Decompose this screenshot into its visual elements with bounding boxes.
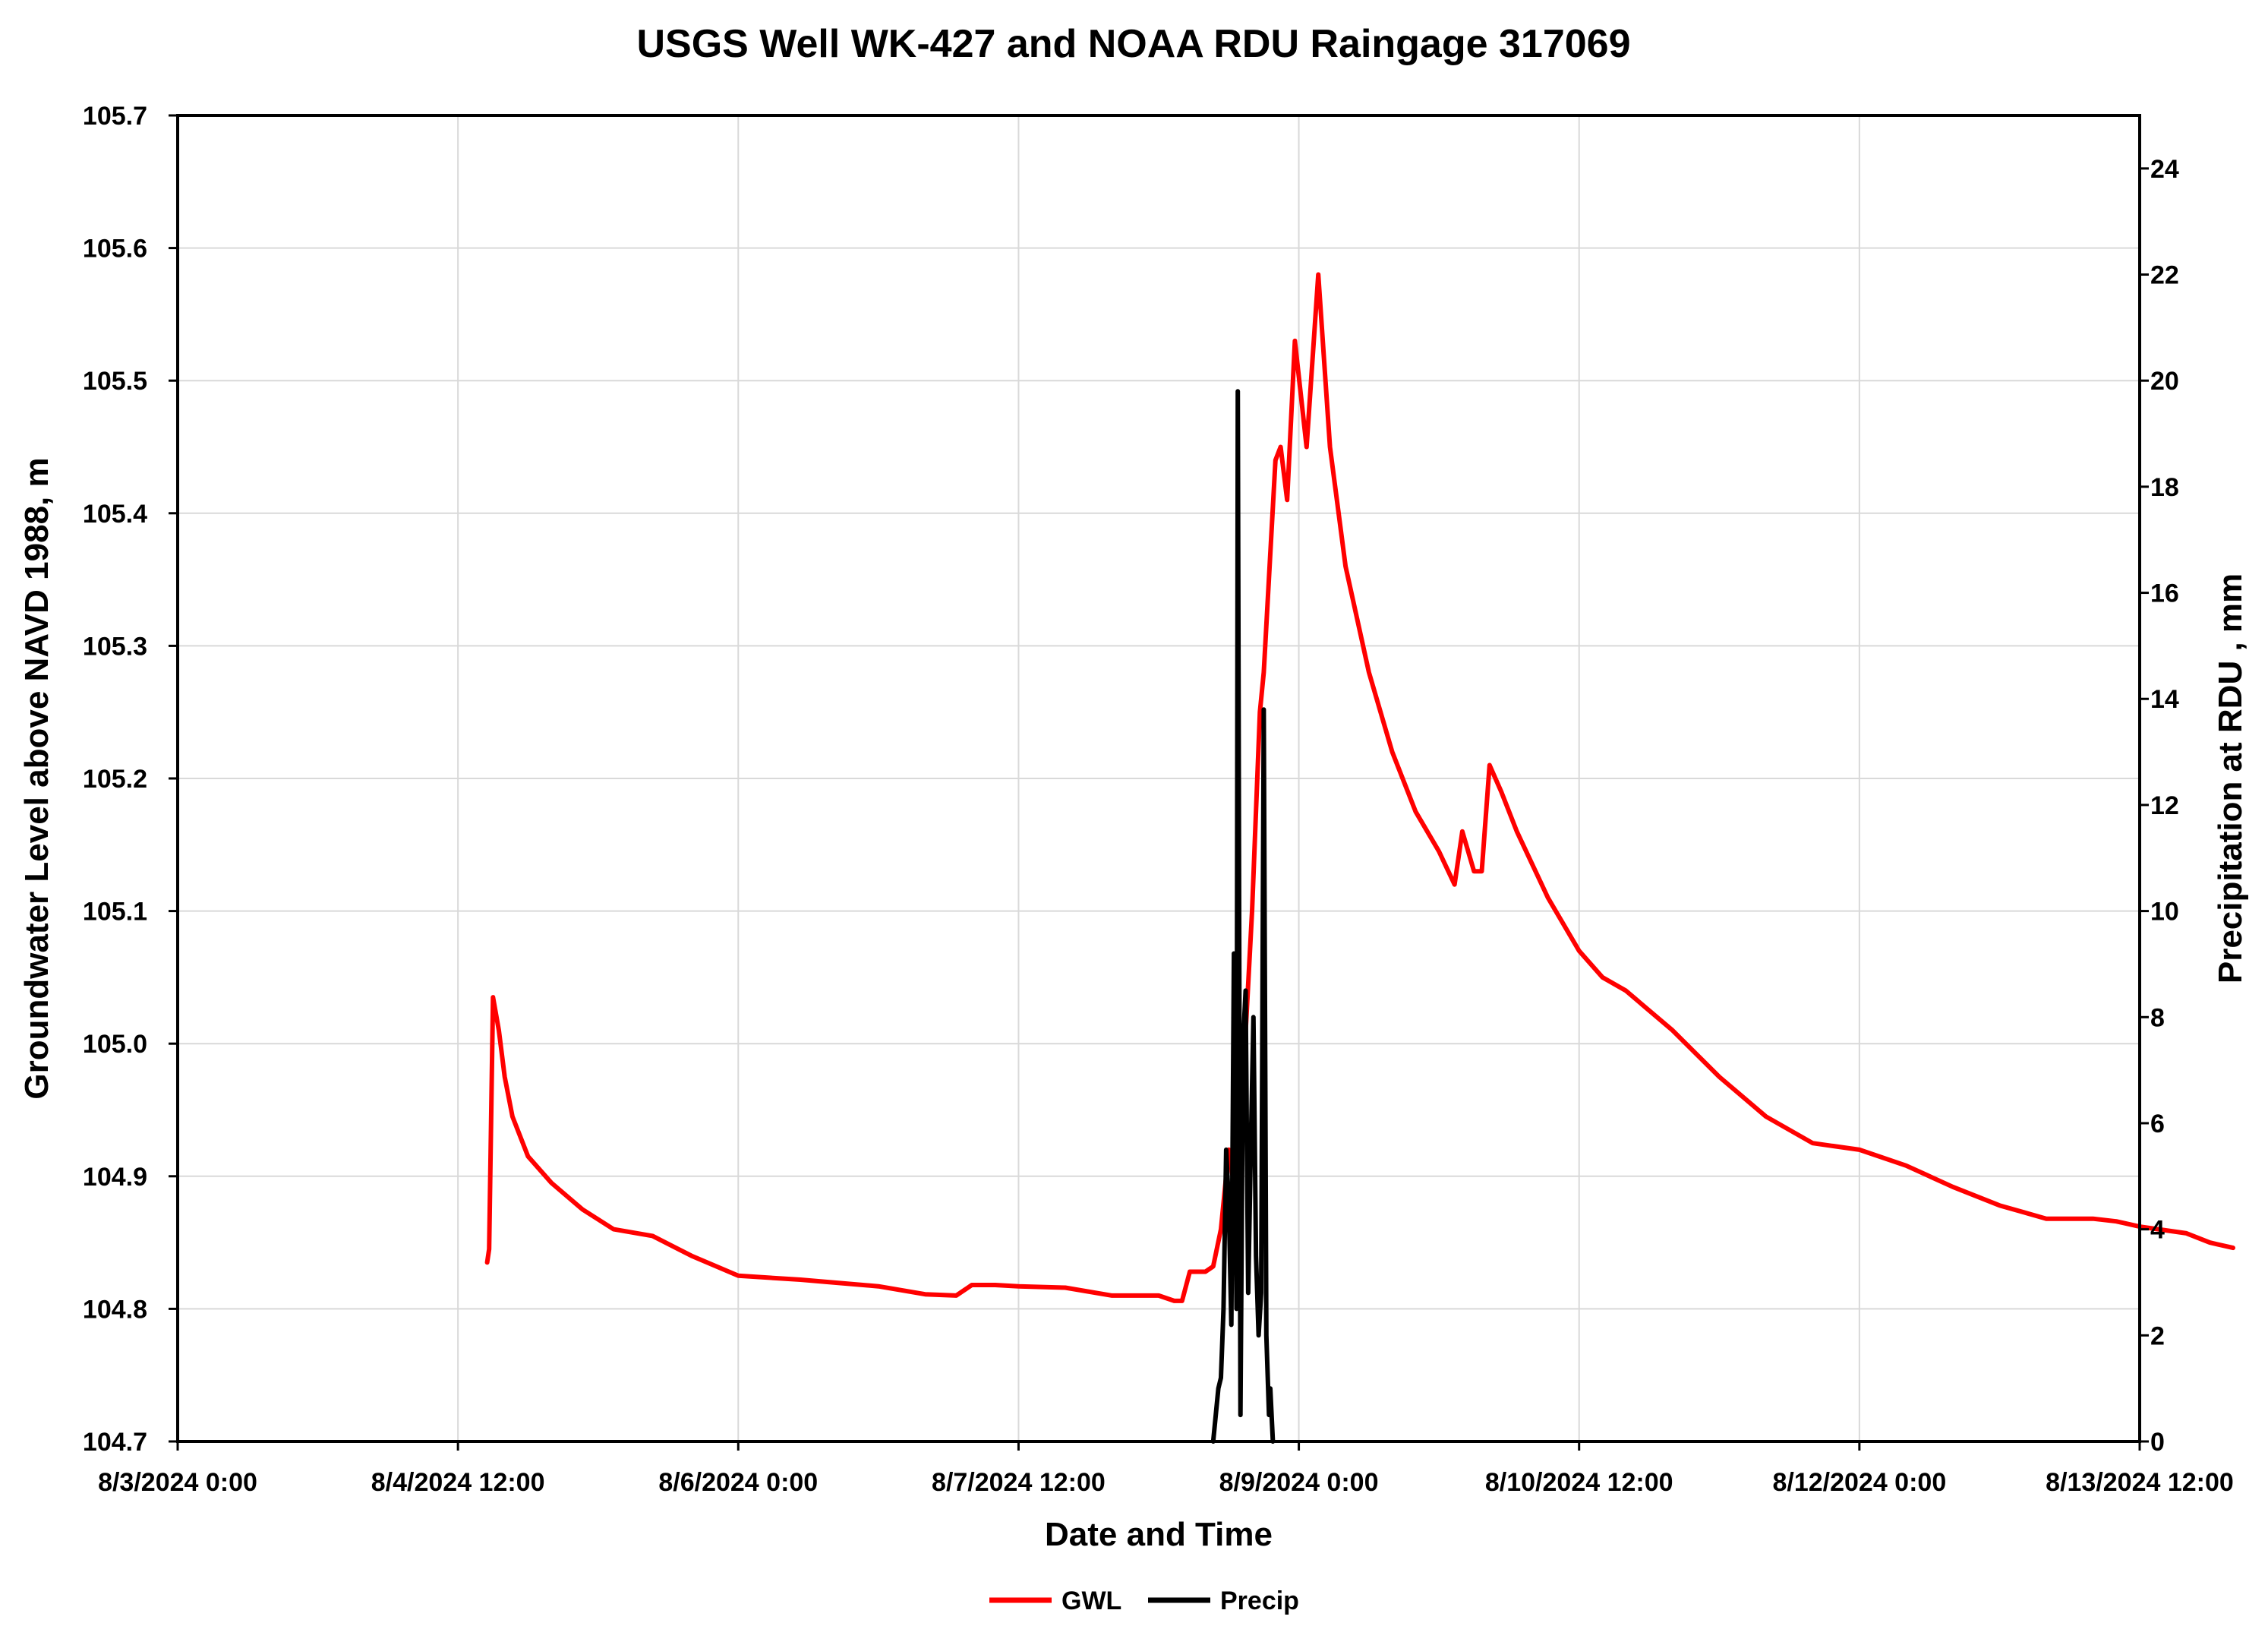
x-tick-label: 8/6/2024 0:00 — [658, 1468, 818, 1497]
series-gwl-line — [484, 272, 2235, 1303]
legend: GWL Precip — [989, 1587, 1299, 1615]
y-tick-label: 104.9 — [83, 1163, 147, 1192]
y-tick-label: 104.7 — [83, 1428, 147, 1457]
y2-tick-label: 16 — [2150, 579, 2179, 608]
legend-precip-label: Precip — [1220, 1587, 1299, 1615]
x-axis-ticks: 8/3/2024 0:00 8/4/2024 12:00 8/6/2024 0:00… — [98, 1441, 2234, 1497]
legend-gwl-label: GWL — [1061, 1587, 1121, 1615]
x-tick-label: 8/13/2024 12:00 — [2046, 1468, 2234, 1497]
x-tick-label: 8/3/2024 0:00 — [98, 1468, 257, 1497]
series-precip-line — [1210, 389, 1276, 1444]
y2-tick-label: 20 — [2150, 367, 2179, 396]
y-tick-label: 105.3 — [83, 632, 147, 661]
y-tick-label: 105.2 — [83, 765, 147, 794]
y-tick-label: 105.1 — [83, 898, 147, 927]
gridlines — [178, 115, 2140, 1441]
y2-tick-label: 18 — [2150, 473, 2179, 502]
y2-tick-label: 10 — [2150, 898, 2179, 927]
y-tick-label: 105.5 — [83, 367, 147, 396]
y2-axis-title: Precipitation at RDU , mm — [2212, 573, 2249, 983]
y2-tick-label: 8 — [2150, 1003, 2165, 1032]
x-axis-title: Date and Time — [1045, 1516, 1273, 1553]
y2-tick-label: 2 — [2150, 1321, 2165, 1350]
x-tick-label: 8/12/2024 0:00 — [1772, 1468, 1946, 1497]
chart-title: USGS Well WK-427 and NOAA RDU Raingage 3… — [636, 22, 1630, 66]
y-tick-label: 105.0 — [83, 1030, 147, 1059]
y-axis-title: Groundwater Level above NAVD 1988, m — [18, 457, 55, 1099]
y2-tick-label: 24 — [2150, 155, 2179, 184]
x-tick-label: 8/9/2024 0:00 — [1219, 1468, 1379, 1497]
x-tick-label: 8/4/2024 12:00 — [371, 1468, 545, 1497]
y-tick-label: 105.4 — [83, 500, 147, 529]
y2-tick-label: 22 — [2150, 261, 2179, 290]
y-tick-label: 105.7 — [83, 102, 147, 131]
y2-tick-label: 4 — [2150, 1216, 2165, 1245]
y-tick-label: 105.6 — [83, 235, 147, 264]
x-tick-label: 8/10/2024 12:00 — [1485, 1468, 1673, 1497]
y-tick-label: 104.8 — [83, 1295, 147, 1324]
y2-tick-label: 14 — [2150, 685, 2179, 714]
y2-tick-label: 6 — [2150, 1110, 2165, 1138]
x-tick-label: 8/7/2024 12:00 — [932, 1468, 1106, 1497]
y2-tick-label: 0 — [2150, 1428, 2165, 1457]
y2-tick-label: 12 — [2150, 791, 2179, 820]
y-axis-ticks: 104.7 104.8 104.9 105.0 105.1 105.2 105.3 105.4… — [83, 102, 178, 1457]
series-layer — [484, 272, 2235, 1444]
